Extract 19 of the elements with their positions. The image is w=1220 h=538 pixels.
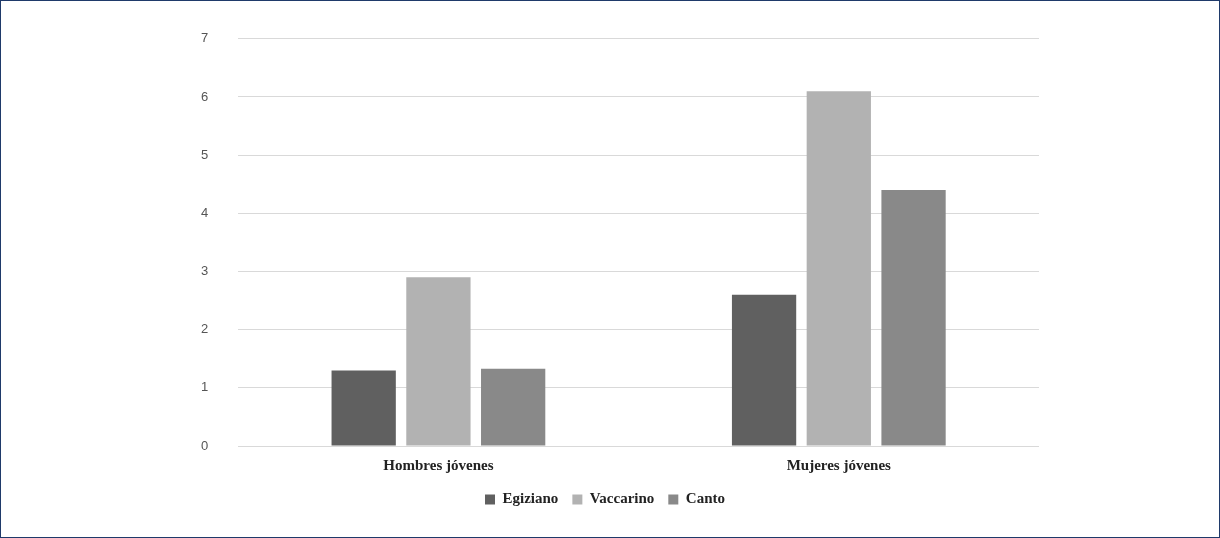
bar — [881, 190, 946, 446]
bar — [406, 277, 471, 446]
y-tick-label: 0 — [201, 437, 209, 453]
y-tick-label: 6 — [201, 88, 209, 104]
bar — [731, 294, 797, 446]
legend-label: Egiziano — [502, 490, 559, 507]
y-tick-label: 4 — [201, 204, 209, 220]
legend-label: Canto — [685, 490, 725, 507]
x-tick-label: Hombres jóvenes — [383, 456, 494, 473]
bar — [481, 368, 546, 446]
bar — [331, 370, 396, 446]
legend-label: Vaccarino — [589, 490, 655, 507]
x-tick-label: Mujeres jóvenes — [786, 456, 892, 473]
y-tick-label: 7 — [201, 30, 209, 46]
y-tick-label: 3 — [201, 263, 209, 279]
y-tick-label: 5 — [201, 146, 209, 162]
y-tick-label: 1 — [201, 379, 209, 395]
bar — [806, 91, 871, 446]
y-tick-label: 2 — [201, 321, 209, 337]
